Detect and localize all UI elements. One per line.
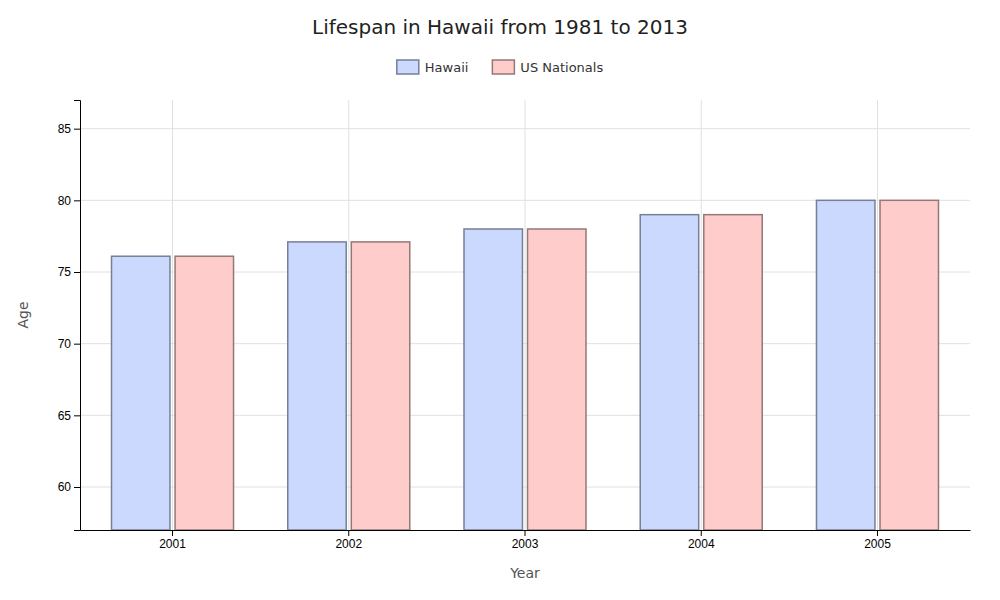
tick-mark bbox=[74, 415, 80, 416]
legend-item: Hawaii bbox=[397, 60, 469, 75]
legend-swatch bbox=[397, 60, 419, 74]
x-tick: 2001 bbox=[159, 530, 186, 551]
tick-label: 80 bbox=[58, 194, 72, 208]
bar bbox=[880, 200, 938, 530]
tick-mark bbox=[74, 487, 80, 488]
tick-label: 2003 bbox=[512, 537, 539, 551]
grid bbox=[80, 100, 970, 530]
bar bbox=[351, 242, 409, 530]
bar bbox=[112, 256, 170, 530]
y-tick: 70 bbox=[58, 337, 80, 351]
tick-label: 85 bbox=[58, 122, 72, 136]
y-tick: 65 bbox=[58, 409, 80, 423]
chart-container: 2001 2002 2003 2004 2005 60 65 70 75 80 85 Lifespan… bbox=[0, 0, 1000, 600]
x-tick: 2003 bbox=[512, 530, 539, 551]
bar-series bbox=[112, 200, 875, 530]
bar bbox=[816, 200, 874, 530]
tick-label: 2001 bbox=[159, 537, 186, 551]
tick-label: 2005 bbox=[864, 537, 891, 551]
tick-label: 75 bbox=[58, 265, 72, 279]
tick-label: 65 bbox=[58, 409, 72, 423]
bar bbox=[640, 215, 698, 530]
y-tick: 60 bbox=[58, 480, 80, 494]
tick-mark bbox=[348, 530, 349, 536]
bar bbox=[464, 229, 522, 530]
grid-line-x bbox=[348, 100, 349, 530]
bar bbox=[288, 242, 346, 530]
legend-item: US Nationals bbox=[492, 60, 603, 75]
x-tick: 2004 bbox=[688, 530, 715, 551]
grid-line-x bbox=[172, 100, 173, 530]
y-tick: 75 bbox=[58, 265, 80, 279]
grid-line-x bbox=[877, 100, 878, 530]
y-axis-label: Age bbox=[15, 301, 31, 328]
bars bbox=[112, 200, 939, 530]
legend-label: US Nationals bbox=[520, 60, 603, 75]
chart-svg: 2001 2002 2003 2004 2005 60 65 70 75 80 85 Lifespan… bbox=[0, 0, 1000, 600]
legend: Hawaii US Nationals bbox=[397, 60, 604, 75]
bar-series bbox=[175, 200, 938, 530]
tick-mark bbox=[701, 530, 702, 536]
bar bbox=[175, 256, 233, 530]
tick-mark bbox=[74, 344, 80, 345]
x-tick: 2005 bbox=[864, 530, 891, 551]
title: Lifespan in Hawaii from 1981 to 2013 bbox=[312, 15, 688, 39]
tick-mark bbox=[877, 530, 878, 536]
tick-mark bbox=[525, 530, 526, 536]
legend-swatch bbox=[492, 60, 514, 74]
tick-mark bbox=[172, 530, 173, 536]
y-axis: 60 65 70 75 80 85 bbox=[58, 101, 81, 531]
x-axis: 2001 2002 2003 2004 2005 bbox=[81, 530, 971, 551]
y-tick: 85 bbox=[58, 122, 80, 136]
grid-line-x bbox=[525, 100, 526, 530]
tick-label: 2002 bbox=[335, 537, 362, 551]
tick-label: 60 bbox=[58, 480, 72, 494]
x-tick: 2002 bbox=[335, 530, 362, 551]
axis-line bbox=[74, 101, 81, 531]
bar bbox=[704, 215, 762, 530]
tick-mark bbox=[74, 200, 80, 201]
tick-label: 2004 bbox=[688, 537, 715, 551]
y-tick: 80 bbox=[58, 194, 80, 208]
grid-line-x bbox=[701, 100, 702, 530]
tick-label: 70 bbox=[58, 337, 72, 351]
bar bbox=[528, 229, 586, 530]
tick-mark bbox=[74, 272, 80, 273]
x-axis-label: Year bbox=[509, 565, 540, 581]
tick-mark bbox=[74, 129, 80, 130]
legend-label: Hawaii bbox=[425, 60, 469, 75]
